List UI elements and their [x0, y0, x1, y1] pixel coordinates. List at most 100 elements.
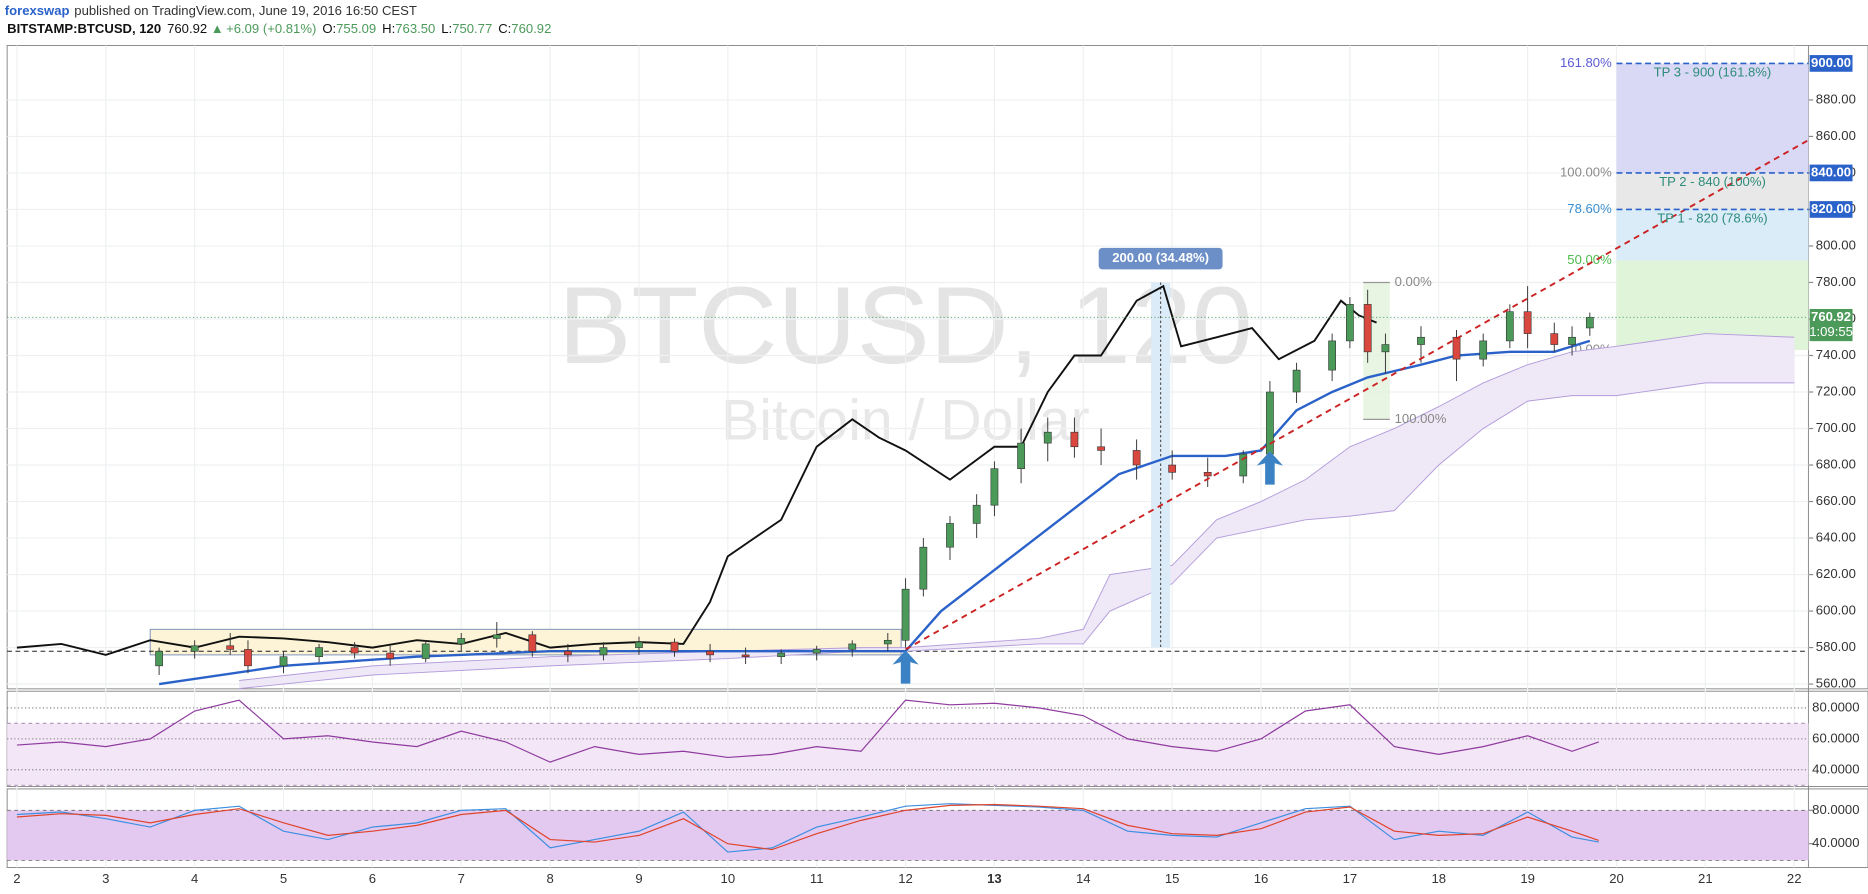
last-price-tag: 760.92 [1811, 309, 1851, 324]
measure-label: 200.00 (34.48%) [1112, 250, 1209, 265]
candle-body [1203, 472, 1212, 477]
x-tick-label: 6 [369, 871, 376, 886]
fib-label: 78.60% [1567, 201, 1612, 216]
x-tick-label: 12 [898, 871, 913, 886]
x-tick-label: 7 [458, 871, 465, 886]
buy-arrow [1256, 451, 1284, 485]
last: 760.92 [167, 21, 207, 36]
published: published on TradingView.com, June 19, 2… [74, 4, 417, 19]
target-tag-box [1809, 164, 1853, 182]
candle-body [1550, 333, 1559, 345]
candle-body [1452, 336, 1461, 360]
candle-body [670, 641, 679, 652]
y-tick-label: 880.00 [1816, 91, 1856, 106]
candle-body [599, 647, 608, 656]
candle-body [901, 588, 910, 641]
candle-body [1168, 464, 1177, 473]
buy-arrow [892, 650, 919, 684]
candle-body [777, 652, 786, 658]
candle-body [350, 647, 359, 654]
y-tick-label: 600.00 [1816, 603, 1856, 618]
c: 760.92 [511, 21, 551, 36]
rsi-line [16, 699, 1599, 763]
symbol: BITSTAMP:BTCUSD, 120 [7, 21, 161, 36]
candle-body [635, 641, 643, 648]
target-text: TP 1 - 820 (78.6%) [1657, 210, 1767, 225]
y-tick-label: 720.00 [1816, 383, 1856, 398]
x-tick-label: 9 [635, 871, 642, 886]
x-tick-label: 17 [1343, 871, 1358, 886]
cloud-lower [239, 382, 1795, 690]
rsi-tick-label: 80.0000 [1812, 699, 1859, 714]
author: forexswap [5, 4, 70, 19]
candle-body [564, 650, 572, 656]
y-tick-label: 780.00 [1816, 274, 1856, 289]
c-label: C: [498, 21, 511, 36]
rsi-tick-label: 40.0000 [1812, 761, 1859, 776]
stoch-d [16, 803, 1599, 851]
x-tick-label: 4 [191, 871, 198, 886]
candle-body [1328, 340, 1336, 371]
small-fib-label: 100.00% [1395, 411, 1447, 426]
candle-body [1132, 450, 1141, 466]
publish-line: forexswap published on TradingView.com, J… [5, 4, 417, 19]
change: +6.09 (+0.81%) [226, 21, 316, 36]
y-tick-label: 560.00 [1816, 676, 1856, 691]
black-line [16, 284, 1377, 656]
l-label: L: [441, 21, 452, 36]
blue-line [158, 339, 1591, 686]
candle-body [1292, 369, 1301, 393]
pane-frame [6, 45, 1868, 690]
candle-body [528, 634, 537, 652]
candle-body [883, 639, 892, 645]
small-fib-label: 0.00% [1395, 274, 1432, 289]
y-tick-label: 680.00 [1816, 456, 1856, 471]
y-tick-label: 620.00 [1816, 566, 1856, 581]
h: 763.50 [395, 21, 435, 36]
candle-body [457, 638, 466, 645]
stoch-tick-label: 80.0000 [1812, 802, 1859, 817]
x-tick-label: 10 [721, 871, 736, 886]
candle-body [848, 643, 857, 650]
target-tag-box [1809, 201, 1853, 218]
candle-body [279, 656, 288, 667]
fib-label: 100.00% [1560, 164, 1612, 179]
candle-body [155, 650, 163, 667]
cloud-upper [239, 333, 1795, 681]
x-tick-label: 16 [1254, 871, 1269, 886]
candle-body [1017, 442, 1025, 469]
candle-body [226, 645, 235, 650]
last-price-box [1809, 308, 1853, 342]
x-tick-label: 22 [1787, 871, 1802, 886]
y-tick-label: 740.00 [1816, 347, 1856, 362]
candle-body [1585, 317, 1594, 329]
y-tick-label: 640.00 [1816, 530, 1856, 545]
candle-body [1523, 311, 1532, 334]
x-tick-label: 14 [1076, 871, 1091, 886]
candle-body [1346, 304, 1354, 342]
candle-body [1239, 453, 1248, 477]
candle-body [1505, 311, 1514, 342]
x-tick-label: 15 [1165, 871, 1180, 886]
x-tick-label: 21 [1698, 871, 1713, 886]
x-tick-label: 8 [546, 871, 553, 886]
x-tick-label: 3 [102, 871, 109, 886]
x-tick-label: 2 [13, 871, 20, 886]
stoch-k [16, 803, 1599, 853]
y-tick-label: 700.00 [1816, 420, 1856, 435]
fib-label: 161.80% [1560, 55, 1612, 70]
fib-zone [1616, 209, 1809, 261]
x-tick-label: 20 [1609, 871, 1624, 886]
candle-body [812, 649, 821, 654]
candle-body [706, 650, 714, 656]
candle-body [946, 523, 954, 548]
rsi-tick-label: 60.0000 [1812, 730, 1859, 745]
target-tag: 820.00 [1811, 201, 1851, 216]
target-text: TP 2 - 840 (100%) [1659, 174, 1766, 189]
candle-body [1363, 304, 1372, 353]
candle-body [1043, 431, 1052, 444]
candle-body [1417, 336, 1425, 345]
trendline [905, 139, 1809, 651]
target-tag: 840.00 [1811, 164, 1851, 179]
